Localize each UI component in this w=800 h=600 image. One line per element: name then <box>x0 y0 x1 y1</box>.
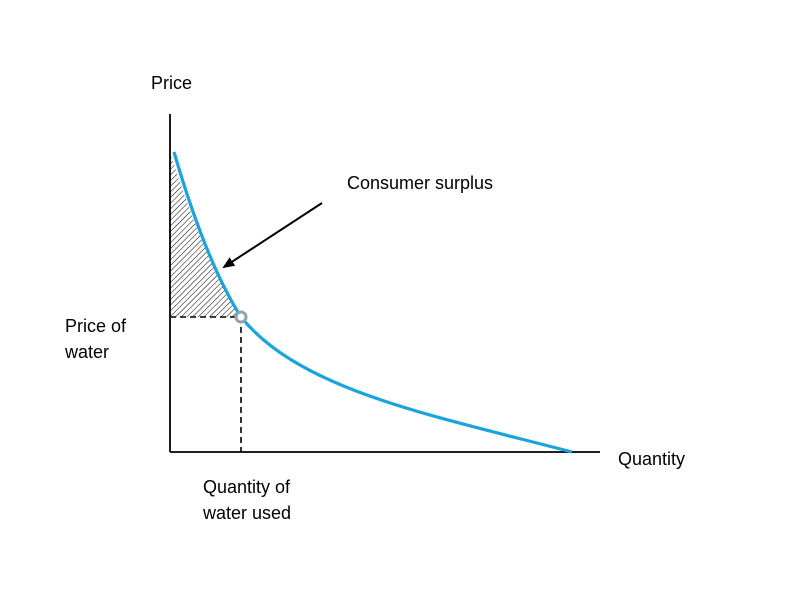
quantity-of-water-label-line2: water used <box>202 503 291 523</box>
consumer-surplus-area <box>170 152 241 317</box>
annotation-arrow <box>222 202 323 269</box>
quantity-of-water-label-line1: Quantity of <box>203 477 291 497</box>
consumer-surplus-label: Consumer surplus <box>347 173 493 193</box>
x-axis-label: Quantity <box>618 449 685 469</box>
equilibrium-point <box>234 310 248 324</box>
price-of-water-label-line1: Price of <box>65 316 127 336</box>
price-of-water-label-line2: water <box>64 342 109 362</box>
demand-curve <box>172 151 573 454</box>
y-axis-label: Price <box>151 73 192 93</box>
